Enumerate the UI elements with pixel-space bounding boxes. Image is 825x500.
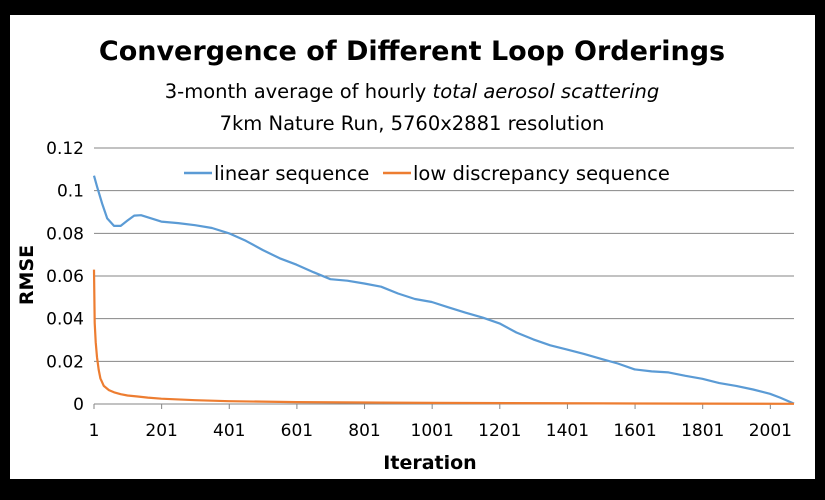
x-tick-label: 1801 xyxy=(681,421,724,441)
y-tick-label: 0.06 xyxy=(46,267,84,287)
y-tick-label: 0.04 xyxy=(46,310,84,330)
y-tick-label: 0.1 xyxy=(57,182,84,202)
chart-frame: Convergence of Different Loop Orderings … xyxy=(10,15,815,479)
convergence-line-chart: Convergence of Different Loop Orderings … xyxy=(16,36,795,474)
x-tick-label: 801 xyxy=(348,421,380,441)
y-tick-labels: 0 0.02 0.04 0.06 0.08 0.1 0.12 xyxy=(46,139,84,415)
x-axis-label: Iteration xyxy=(383,452,476,474)
chart-title: Convergence of Different Loop Orderings xyxy=(99,36,725,67)
y-tick-label: 0.08 xyxy=(46,224,84,244)
series-lines xyxy=(92,175,795,405)
legend: linear sequence low discrepancy sequence xyxy=(184,162,670,185)
y-axis-label: RMSE xyxy=(16,245,38,305)
x-tick-label: 1 xyxy=(89,421,100,441)
x-tick-label: 401 xyxy=(213,421,245,441)
x-tick-label: 1601 xyxy=(613,421,656,441)
x-tick-label: 1001 xyxy=(411,421,454,441)
chart-subtitle-italic: total aerosol scattering xyxy=(433,80,660,103)
y-tick-label: 0 xyxy=(73,395,84,415)
legend-label-low-discrepancy: low discrepancy sequence xyxy=(413,162,670,185)
chart-subtitle-prefix: 3-month average of hourly xyxy=(165,80,433,103)
gridlines xyxy=(93,147,794,409)
y-tick-label: 0.02 xyxy=(46,352,84,372)
y-tick-label: 0.12 xyxy=(46,139,84,159)
chart-subtitle-2: 7km Nature Run, 5760x2881 resolution xyxy=(220,112,605,135)
chart-subtitle: 3-month average of hourly total aerosol … xyxy=(165,80,659,103)
x-tick-label: 2001 xyxy=(749,421,792,441)
legend-label-linear: linear sequence xyxy=(214,162,369,185)
x-tick-labels: 1 201 401 601 801 1001 1201 1401 1601 1801 2001 xyxy=(89,421,792,441)
x-tick-label: 201 xyxy=(145,421,177,441)
series-line-linear xyxy=(92,175,795,405)
series-line-low-discrepancy xyxy=(92,269,795,405)
x-tick-label: 601 xyxy=(281,421,313,441)
x-tick-label: 1401 xyxy=(546,421,589,441)
x-tick-label: 1201 xyxy=(478,421,521,441)
